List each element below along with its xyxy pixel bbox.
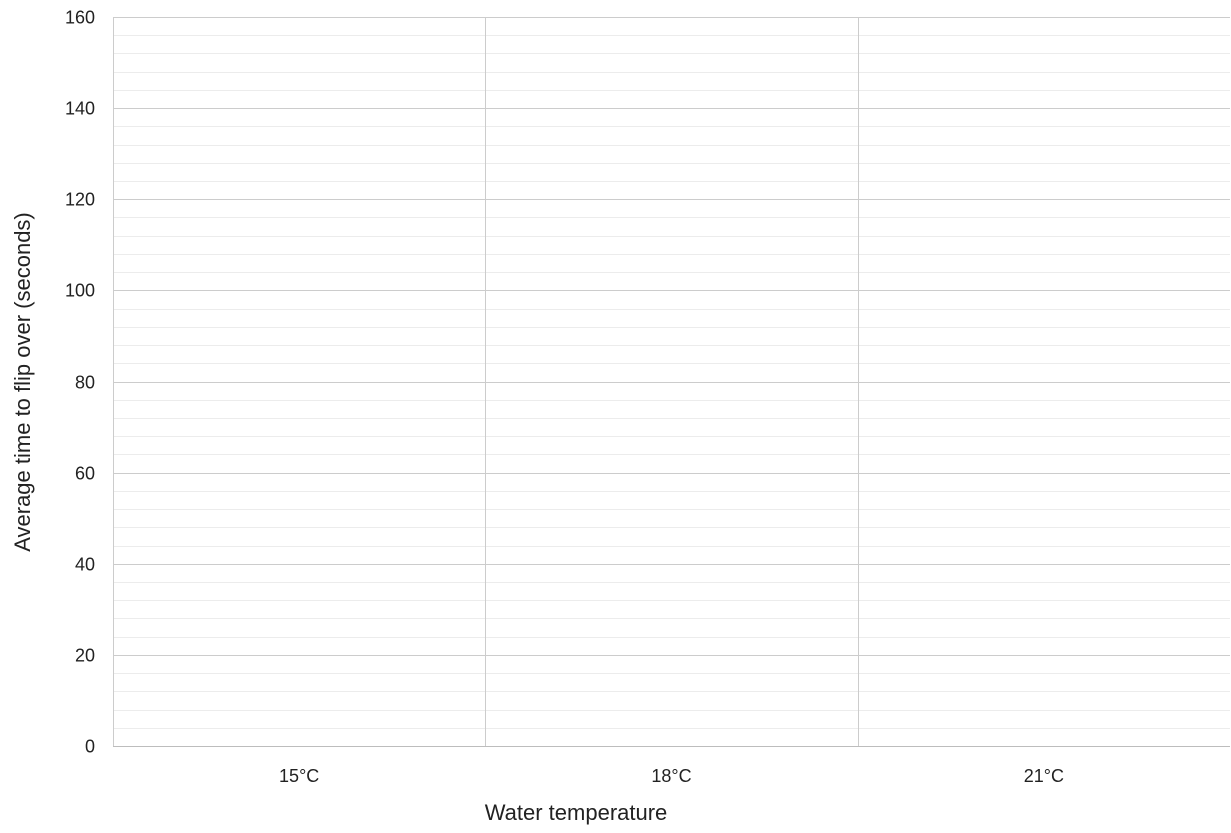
y-tick-label: 160 — [65, 8, 95, 28]
x-tick-label: 18°C — [651, 766, 691, 786]
y-tick-label: 0 — [85, 737, 95, 757]
x-tick-label: 21°C — [1024, 766, 1064, 786]
plot-background — [113, 17, 1230, 746]
y-axis-title: Average time to flip over (seconds) — [10, 212, 35, 552]
x-axis-ticks: 15°C 18°C 21°C — [279, 766, 1064, 786]
y-tick-label: 140 — [65, 99, 95, 119]
y-axis-ticks: 0 20 40 60 80 100 120 140 160 — [65, 8, 95, 757]
x-axis-title: Water temperature — [485, 800, 668, 825]
y-tick-label: 20 — [75, 646, 95, 666]
y-tick-label: 60 — [75, 464, 95, 484]
y-tick-label: 80 — [75, 373, 95, 393]
y-tick-label: 40 — [75, 555, 95, 575]
y-tick-label: 120 — [65, 190, 95, 210]
y-tick-label: 100 — [65, 281, 95, 301]
x-tick-label: 15°C — [279, 766, 319, 786]
grid — [113, 17, 1230, 747]
